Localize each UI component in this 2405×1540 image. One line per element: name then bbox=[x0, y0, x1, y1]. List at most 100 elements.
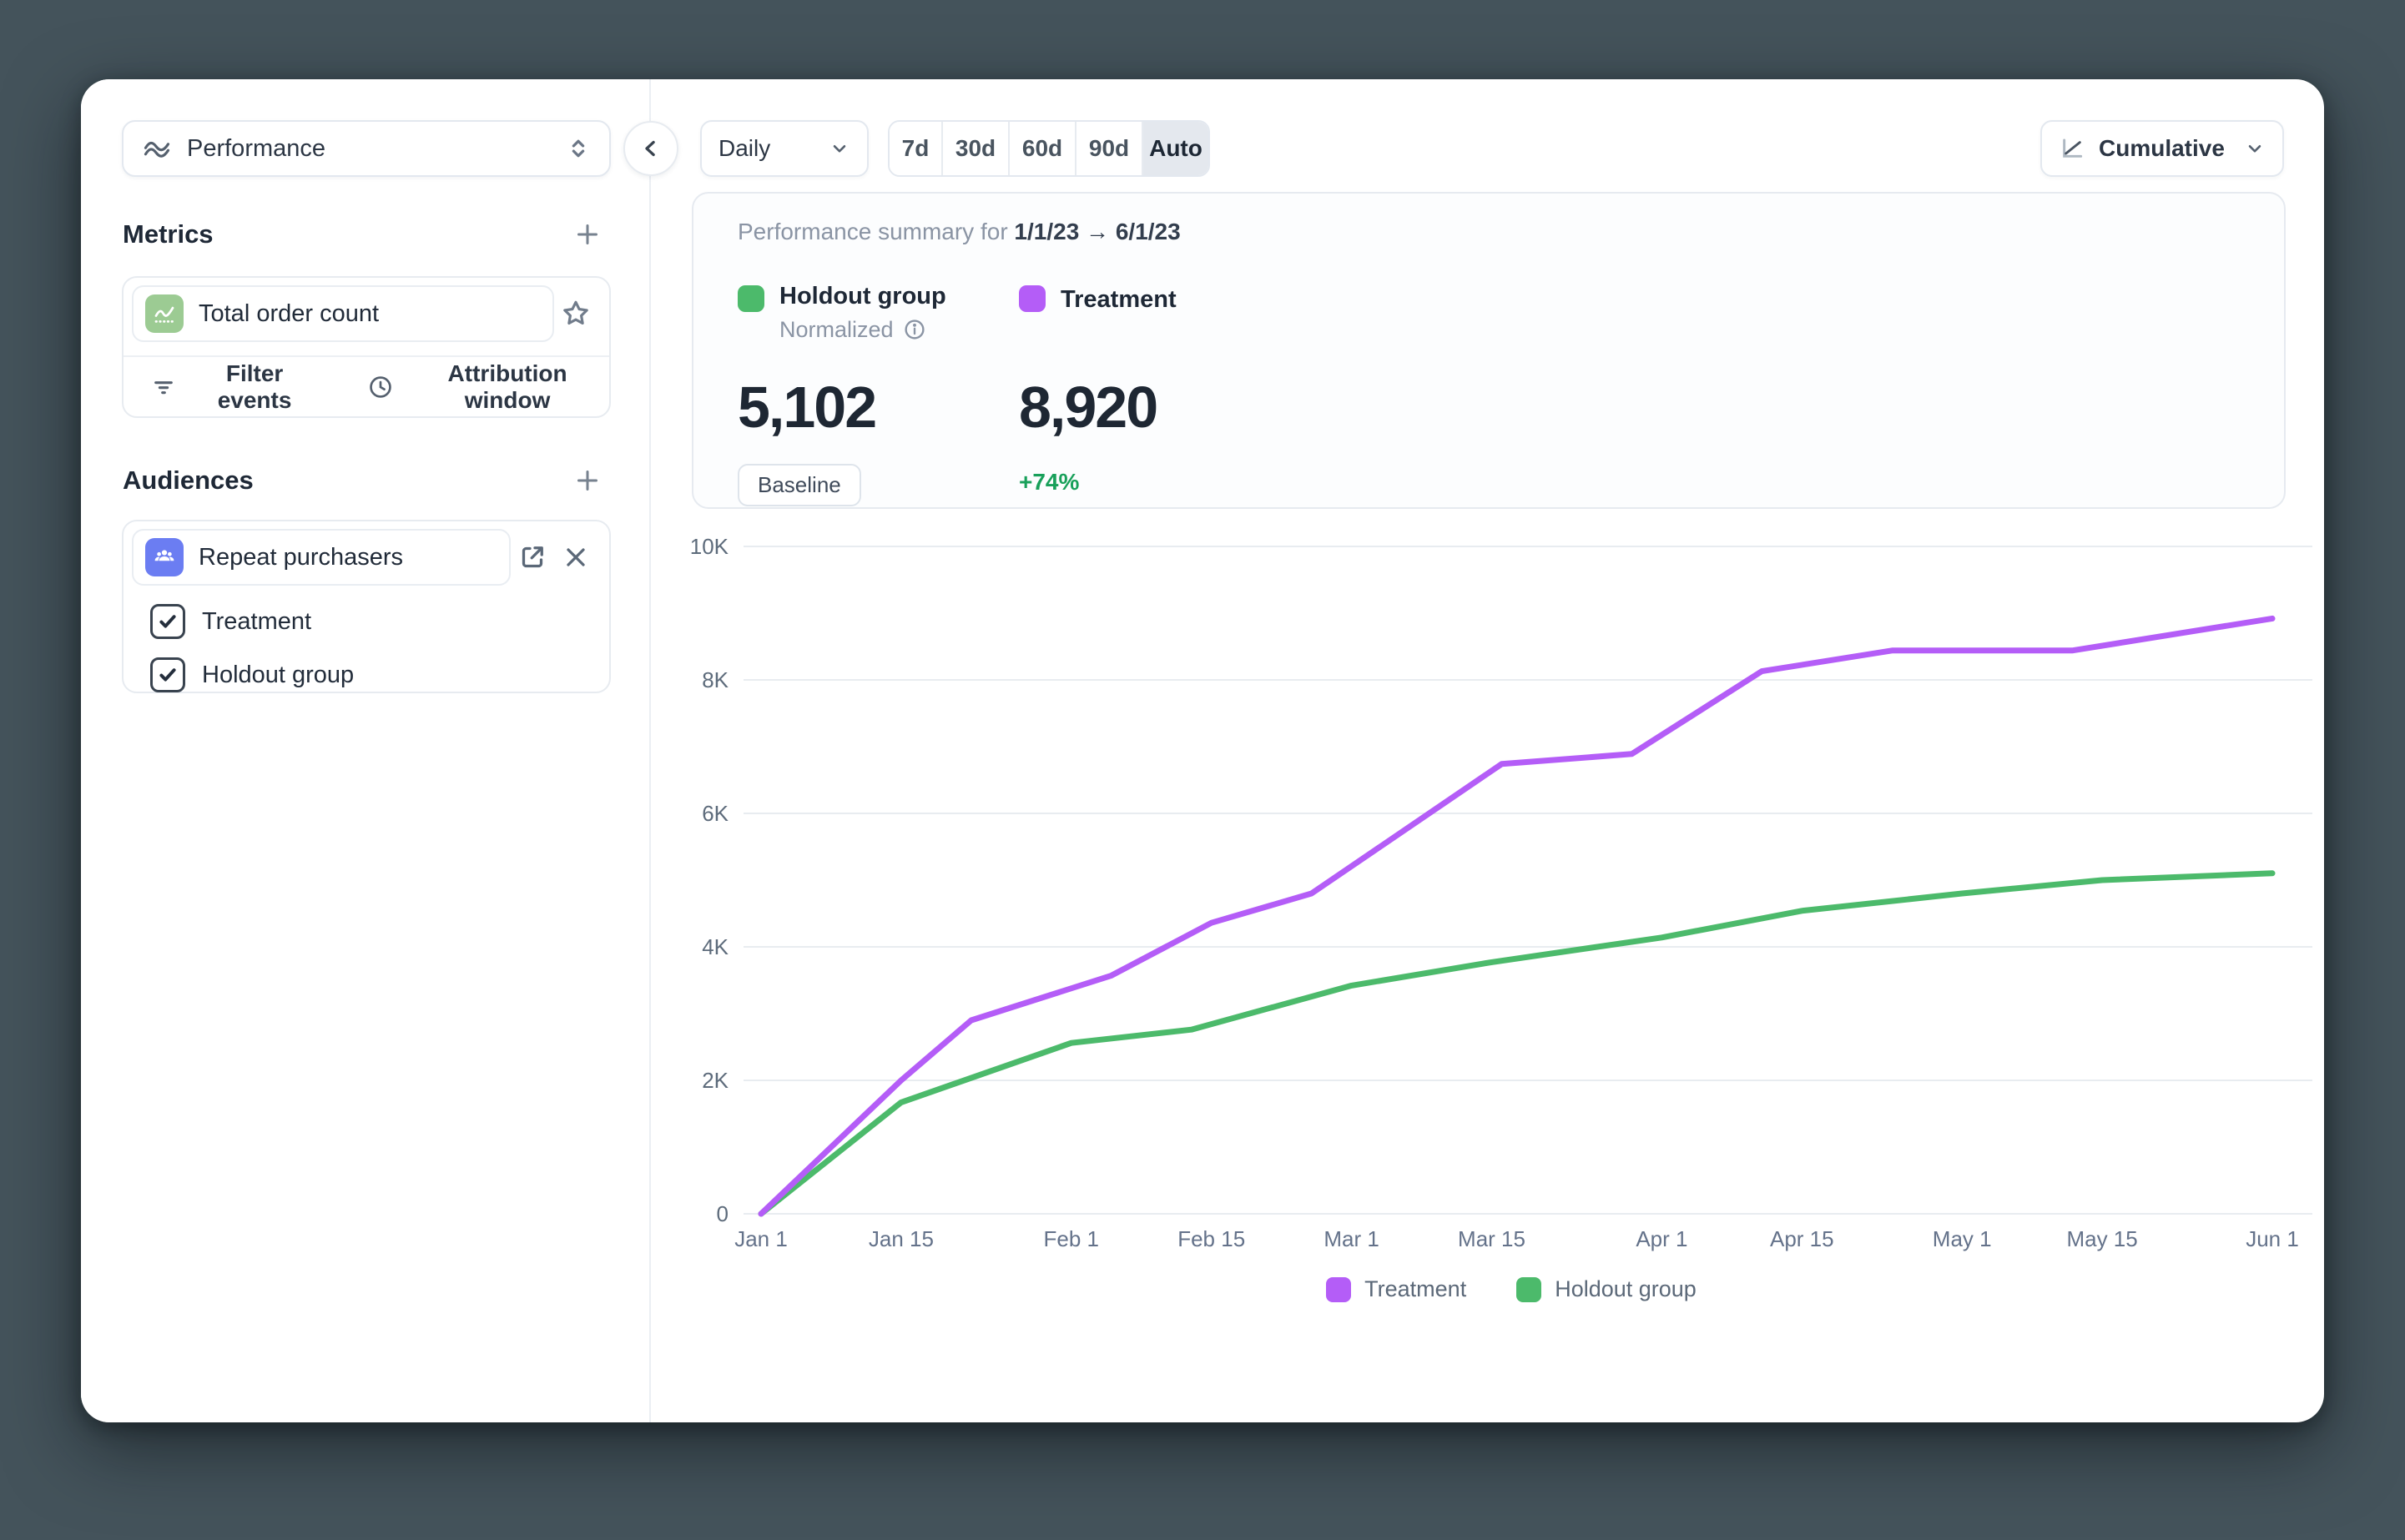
legend-item-holdout-group[interactable]: Holdout group bbox=[1516, 1276, 1697, 1302]
treatment-delta: +74% bbox=[1019, 469, 1080, 495]
filter-icon bbox=[150, 374, 177, 400]
series-line-holdout-group bbox=[758, 870, 2276, 1217]
performance-summary-card: Performance summary for 1/1/23 → 6/1/23 … bbox=[692, 192, 2286, 509]
holdout-value: 5,102 bbox=[738, 375, 877, 440]
audience-field[interactable]: Repeat purchasers bbox=[132, 529, 511, 586]
normalized-label: Normalized bbox=[779, 316, 894, 342]
treatment-summary-column: Treatment 8,920 +74% bbox=[1019, 284, 1177, 506]
y-axis-tick: 10K bbox=[690, 534, 729, 559]
x-axis-tick: Apr 1 bbox=[1636, 1226, 1687, 1251]
legend-swatch bbox=[1326, 1276, 1352, 1302]
open-audience-button[interactable] bbox=[511, 536, 554, 579]
audiences-header: Audiences bbox=[123, 459, 609, 502]
y-axis-tick: 8K bbox=[702, 667, 729, 692]
chart-mode-value: Cumulative bbox=[2099, 135, 2225, 161]
checkbox-checked-icon[interactable] bbox=[150, 604, 185, 639]
x-axis-tick: Jan 15 bbox=[869, 1226, 934, 1251]
treatment-checkbox-label: Treatment bbox=[202, 607, 312, 635]
close-icon bbox=[561, 542, 591, 572]
collapse-sidebar-button[interactable] bbox=[623, 121, 678, 176]
app-window: Performance Metrics bbox=[81, 79, 2324, 1422]
chart-region: 0 2K 4K 6K 8K 10K Jan 1 Jan 15 Feb 1 Feb 15 Mar 1 M… bbox=[685, 526, 2337, 1360]
range-auto-button[interactable]: Auto bbox=[1142, 122, 1208, 175]
treatment-checkbox-row[interactable]: Treatment bbox=[124, 604, 609, 639]
attribution-window-button[interactable]: Attribution window bbox=[367, 360, 609, 414]
x-axis-tick: Feb 1 bbox=[1044, 1226, 1100, 1251]
cumulative-chart-icon bbox=[2059, 135, 2085, 162]
granularity-select[interactable]: Daily bbox=[700, 120, 869, 177]
holdout-checkbox-row[interactable]: Holdout group bbox=[124, 657, 609, 692]
range-60d-button[interactable]: 60d bbox=[1008, 122, 1075, 175]
favorite-metric-button[interactable] bbox=[554, 292, 597, 335]
metric-card-divider bbox=[124, 355, 609, 357]
view-selector-label: Performance bbox=[187, 134, 326, 162]
x-axis-tick: Jun 1 bbox=[2246, 1226, 2299, 1251]
toolbar: Daily 7d 30d 60d 90d Auto C bbox=[653, 120, 2284, 177]
y-axis-tick: 2K bbox=[702, 1068, 729, 1093]
metric-card: Total order count bbox=[122, 276, 611, 418]
metrics-header: Metrics bbox=[123, 213, 609, 256]
chart-legend: Treatment Holdout group bbox=[685, 1276, 2337, 1302]
summary-title-prefix: Performance summary for bbox=[738, 219, 1008, 244]
y-axis-tick: 0 bbox=[717, 1201, 729, 1226]
view-selector[interactable]: Performance bbox=[122, 120, 611, 177]
x-axis-tick: Jan 1 bbox=[734, 1226, 788, 1251]
filter-events-button[interactable]: Filter events bbox=[150, 360, 320, 414]
checkbox-checked-icon[interactable] bbox=[150, 657, 185, 692]
legend-item-treatment[interactable]: Treatment bbox=[1326, 1276, 1466, 1302]
metric-chart-icon bbox=[145, 294, 184, 333]
metric-name: Total order count bbox=[199, 299, 380, 327]
granularity-value: Daily bbox=[718, 135, 771, 161]
audiences-title: Audiences bbox=[123, 466, 254, 495]
main-panel: Daily 7d 30d 60d 90d Auto C bbox=[653, 79, 2324, 1422]
x-axis-tick: Feb 15 bbox=[1177, 1226, 1245, 1251]
legend-swatch bbox=[1516, 1276, 1542, 1302]
chart-mode-select[interactable]: Cumulative bbox=[2040, 120, 2284, 177]
plus-icon bbox=[572, 219, 603, 249]
legend-label: Treatment bbox=[1364, 1276, 1467, 1301]
holdout-group-name: Holdout group bbox=[779, 283, 946, 310]
chevron-down-icon bbox=[829, 138, 850, 159]
unfold-icon bbox=[566, 136, 591, 161]
attribution-window-label: Attribution window bbox=[447, 360, 567, 413]
add-audience-button[interactable] bbox=[566, 459, 609, 502]
treatment-swatch bbox=[1019, 285, 1046, 312]
remove-audience-button[interactable] bbox=[554, 536, 597, 579]
chevron-left-icon bbox=[638, 136, 663, 161]
range-7d-button[interactable]: 7d bbox=[890, 122, 941, 175]
x-axis-tick: May 1 bbox=[1933, 1226, 1992, 1251]
cumulative-line-chart: 0 2K 4K 6K 8K 10K Jan 1 Jan 15 Feb 1 Feb 15 Mar 1 M… bbox=[690, 534, 2312, 1251]
metrics-title: Metrics bbox=[123, 219, 214, 249]
audience-name: Repeat purchasers bbox=[199, 543, 404, 571]
metric-field[interactable]: Total order count bbox=[132, 285, 554, 342]
y-axis-tick: 4K bbox=[702, 934, 729, 959]
baseline-badge: Baseline bbox=[738, 464, 861, 506]
holdout-checkbox-label: Holdout group bbox=[202, 661, 355, 688]
activity-icon bbox=[142, 133, 172, 164]
sidebar: Performance Metrics bbox=[81, 79, 651, 1422]
chevron-down-icon bbox=[2244, 138, 2266, 159]
filter-events-label: Filter events bbox=[217, 360, 292, 413]
x-axis-tick: Mar 15 bbox=[1458, 1226, 1525, 1251]
star-icon bbox=[559, 297, 592, 330]
summary-date-range: 1/1/23 → 6/1/23 bbox=[1014, 219, 1181, 244]
audience-people-icon bbox=[145, 538, 184, 576]
treatment-group-name: Treatment bbox=[1061, 286, 1177, 313]
x-axis-tick: Apr 15 bbox=[1770, 1226, 1834, 1251]
range-30d-button[interactable]: 30d bbox=[941, 122, 1008, 175]
y-axis-tick: 6K bbox=[702, 801, 729, 826]
legend-label: Holdout group bbox=[1555, 1276, 1697, 1301]
plus-icon bbox=[572, 466, 603, 496]
series-line-treatment bbox=[758, 615, 2276, 1217]
clock-icon bbox=[367, 374, 394, 400]
x-axis-tick: Mar 1 bbox=[1324, 1226, 1379, 1251]
holdout-swatch bbox=[738, 285, 764, 312]
range-90d-button[interactable]: 90d bbox=[1075, 122, 1142, 175]
external-link-icon bbox=[517, 542, 547, 572]
range-segmented-control: 7d 30d 60d 90d Auto bbox=[888, 120, 1210, 177]
info-icon[interactable] bbox=[902, 317, 927, 342]
audience-card: Repeat purchasers bbox=[122, 520, 611, 693]
add-metric-button[interactable] bbox=[566, 213, 609, 256]
summary-title: Performance summary for 1/1/23 → 6/1/23 bbox=[738, 219, 2284, 245]
x-axis-tick: May 15 bbox=[2066, 1226, 2137, 1251]
